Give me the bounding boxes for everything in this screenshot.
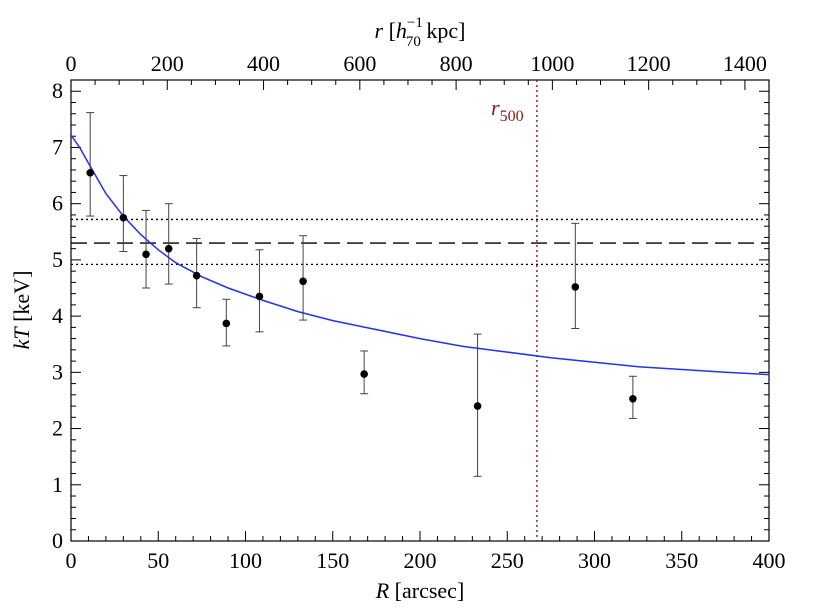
top-axis-label-unit: kpc] (421, 18, 466, 43)
top-tick-label: 600 (343, 51, 376, 76)
y-tick-label: 1 (52, 472, 63, 497)
y-tick-label: 3 (52, 359, 63, 384)
top-axis-label: r [h−1 70 kpc] (375, 15, 466, 50)
r500-label: r500 (491, 95, 524, 125)
data-point (360, 370, 368, 378)
x-tick-label: 50 (147, 548, 169, 573)
top-tick-label: 1200 (627, 51, 671, 76)
top-tick-label: 200 (151, 51, 184, 76)
top-tick-label: 800 (440, 51, 473, 76)
x-tick-label: 100 (229, 548, 262, 573)
top-tick-label: 0 (66, 51, 77, 76)
top-axis-ticks: 0 200 400 600 800 1000 1200 1400 (66, 51, 770, 90)
r500-label-sub: 500 (500, 108, 524, 125)
data-points (86, 112, 637, 477)
x-axis-label-unit: [arcsec] (389, 578, 464, 603)
plot-frame (70, 79, 770, 542)
x-tick-label: 150 (316, 548, 349, 573)
x-axis-ticks: 0 50 100 150 200 250 300 350 400 (66, 531, 786, 573)
data-point (119, 213, 128, 222)
y-axis-label: kT [keV] (9, 271, 34, 350)
top-tick-label: 1000 (530, 51, 574, 76)
data-point (571, 283, 580, 291)
x-tick-label: 250 (491, 548, 524, 573)
data-point (299, 277, 307, 286)
x-tick-label: 350 (665, 548, 698, 573)
y-tick-label: 2 (52, 416, 63, 441)
model-curve (70, 134, 770, 376)
data-point (629, 394, 637, 403)
data-point (142, 250, 150, 259)
y-tick-label: 5 (52, 247, 63, 272)
reference-lines (71, 218, 769, 266)
y-axis-ticks: 0 1 2 3 4 5 6 7 8 (52, 78, 769, 553)
x-tick-label: 0 (66, 548, 77, 573)
model-curve-group (70, 134, 770, 376)
top-tick-label: 400 (247, 51, 280, 76)
data-point (222, 319, 231, 328)
x-tick-label: 400 (753, 548, 786, 573)
x-tick-label: 300 (578, 548, 611, 573)
y-tick-label: 6 (52, 191, 63, 216)
y-tick-label: 7 (52, 134, 63, 159)
y-tick-label: 0 (52, 528, 63, 553)
x-axis-label: R [arcsec] (375, 578, 465, 603)
top-axis-label-r: r (375, 18, 384, 43)
x-tick-label: 200 (404, 548, 437, 573)
y-tick-label: 8 (52, 78, 63, 103)
data-point (255, 292, 264, 301)
y-axis-label-unit: [keV] (9, 271, 34, 328)
top-axis-label-h: h (396, 18, 407, 43)
y-axis-label-symbol: kT (9, 326, 34, 350)
x-axis-label-symbol: R (375, 578, 390, 603)
top-axis-label-sub: 70 (406, 34, 421, 50)
data-point (164, 244, 173, 253)
data-point (473, 402, 482, 410)
top-axis-label-open: [ (383, 18, 396, 43)
y-tick-label: 4 (52, 303, 63, 328)
r500-label-r: r (491, 95, 500, 120)
top-axis-label-sup: −1 (407, 15, 423, 31)
top-tick-label: 1400 (723, 51, 767, 76)
data-point (192, 271, 201, 280)
data-point (86, 168, 94, 177)
